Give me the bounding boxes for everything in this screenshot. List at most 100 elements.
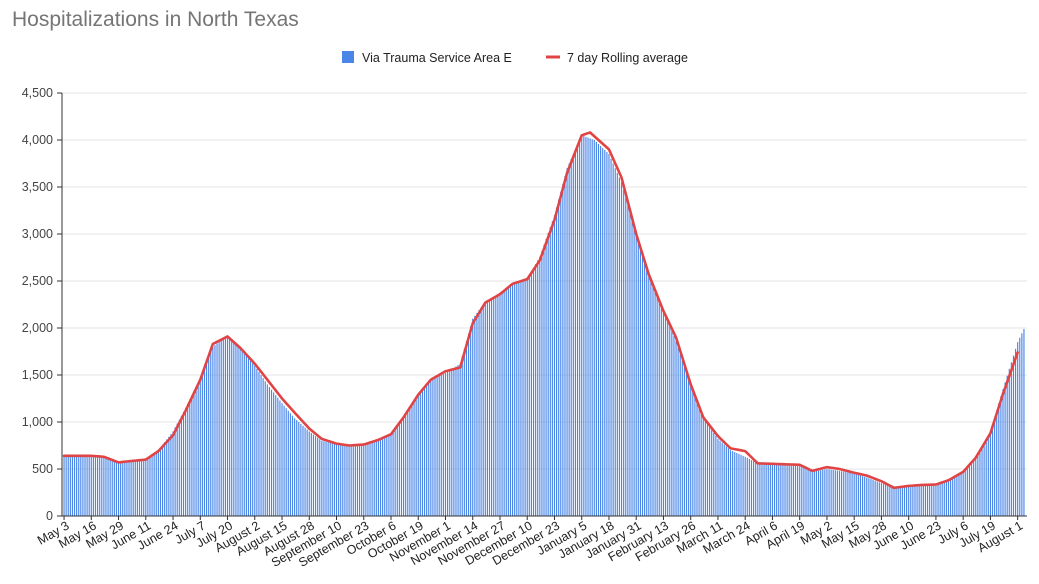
bar <box>551 221 553 516</box>
y-tick-label: 3,500 <box>22 180 53 194</box>
bar <box>924 485 927 516</box>
bar <box>635 235 637 516</box>
bar <box>935 484 937 516</box>
bar <box>398 422 400 516</box>
bar <box>141 459 143 516</box>
bar <box>449 370 451 516</box>
bar <box>476 312 478 516</box>
bar <box>430 379 432 516</box>
bar <box>187 403 189 516</box>
bar <box>847 472 849 516</box>
bar <box>120 462 122 516</box>
bar <box>681 360 683 516</box>
y-tick-label: 4,500 <box>22 86 53 100</box>
legend-label-bar[interactable]: Via Trauma Service Area E <box>362 51 512 65</box>
legend[interactable]: Via Trauma Service Area E 7 day Rolling a… <box>342 51 688 65</box>
bar <box>631 220 633 517</box>
bar <box>237 346 239 516</box>
bar <box>340 445 342 516</box>
bar <box>866 477 868 516</box>
bar <box>792 465 794 516</box>
bar <box>708 426 711 516</box>
bar <box>1000 396 1002 516</box>
bar <box>767 464 769 516</box>
bar <box>790 465 792 516</box>
bar <box>327 442 329 516</box>
bar <box>614 168 616 516</box>
bar <box>1023 328 1025 516</box>
bar <box>623 189 625 516</box>
bar <box>897 487 899 516</box>
bar <box>333 444 335 516</box>
bar <box>824 469 826 516</box>
bar <box>952 477 954 516</box>
bar <box>451 369 453 516</box>
bar <box>231 339 233 516</box>
bar <box>103 456 105 516</box>
bar <box>245 355 247 516</box>
bar <box>325 441 327 516</box>
bar <box>88 455 90 516</box>
bar <box>572 154 574 516</box>
bar <box>323 441 325 516</box>
bar <box>539 256 541 516</box>
bar <box>235 344 237 516</box>
bar <box>407 410 409 516</box>
bar <box>377 440 380 516</box>
bar <box>319 439 321 516</box>
bar <box>159 447 162 516</box>
bar <box>1017 342 1019 516</box>
bar <box>314 436 317 516</box>
bar <box>765 464 767 516</box>
bar <box>486 300 488 516</box>
bar <box>698 406 700 516</box>
bar <box>585 136 587 516</box>
bar <box>1012 355 1015 516</box>
bar <box>205 362 208 516</box>
bar <box>298 422 300 516</box>
bar <box>279 400 281 516</box>
bar <box>252 363 254 516</box>
bar <box>97 456 99 516</box>
bar <box>212 346 214 516</box>
bar <box>501 291 503 516</box>
bar <box>199 377 201 516</box>
bar <box>832 469 834 516</box>
bar <box>122 461 124 516</box>
bar <box>692 391 694 516</box>
bar <box>834 470 836 516</box>
bar <box>463 348 465 516</box>
bar <box>214 345 216 516</box>
bar <box>176 423 178 516</box>
bar <box>876 481 878 516</box>
bar <box>773 464 776 516</box>
bar <box>696 401 698 516</box>
bar <box>926 485 929 516</box>
bar <box>916 485 918 516</box>
bar <box>838 470 841 516</box>
bar <box>467 333 470 516</box>
bar <box>782 465 784 516</box>
legend-swatch-bar[interactable] <box>342 51 354 63</box>
bar <box>748 458 750 516</box>
bar <box>218 341 220 516</box>
legend-label-line[interactable]: 7 day Rolling average <box>567 51 688 65</box>
bar <box>306 429 308 516</box>
bar <box>126 461 128 516</box>
bar <box>423 386 426 516</box>
bar <box>145 458 147 516</box>
bar <box>266 384 268 516</box>
bar <box>962 471 964 516</box>
bar <box>732 451 734 516</box>
bar <box>558 199 560 517</box>
bar <box>493 296 495 516</box>
bar <box>664 316 667 516</box>
bar <box>419 391 421 516</box>
bar <box>979 450 981 516</box>
bar <box>270 389 273 516</box>
bar <box>356 445 359 516</box>
bar <box>683 366 685 516</box>
bar <box>891 487 893 516</box>
bar <box>570 158 572 517</box>
bar <box>690 386 692 516</box>
